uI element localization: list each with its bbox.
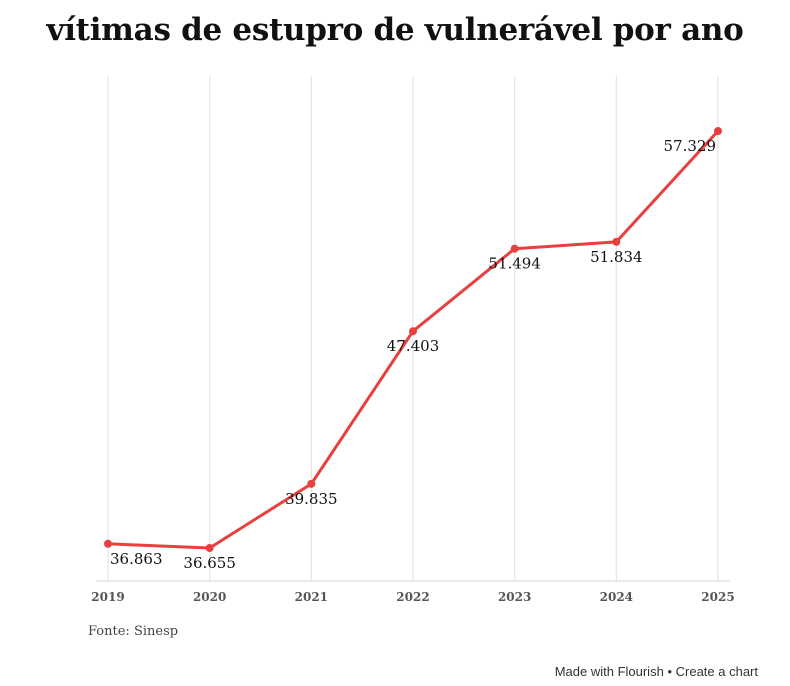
x-tick-label-2021: 2021 (295, 590, 328, 604)
credit-separator: • (667, 664, 672, 679)
x-tick-label-2023: 2023 (498, 590, 531, 604)
series-layer: 36.863 36.655 39.835 47.403 51.494 51.834 57.3… (104, 127, 722, 572)
x-tick-label-2022: 2022 (396, 590, 429, 604)
data-point-2021[interactable] (307, 479, 316, 488)
data-point-2020[interactable] (205, 544, 214, 552)
data-label-2024: 51.834 (590, 248, 643, 266)
data-label-2025: 57.329 (664, 137, 717, 155)
data-label-2021: 39.835 (285, 490, 338, 508)
x-tick-label-2025: 2025 (701, 590, 734, 604)
x-tick-label-2020: 2020 (193, 590, 226, 604)
data-point-2019[interactable] (104, 539, 112, 548)
made-with-flourish-link[interactable]: Made with Flourish (554, 664, 664, 679)
data-point-2025[interactable] (714, 127, 722, 135)
data-label-2023: 51.494 (488, 255, 541, 273)
credit-footer: Made with Flourish • Create a chart (555, 664, 758, 679)
source-note: Fonte: Sinesp (88, 624, 179, 639)
chart-title: vítimas de estupro de vulnerável por ano (46, 12, 744, 48)
data-label-2019: 36.863 (110, 550, 163, 568)
x-tick-label-2024: 2024 (600, 590, 633, 604)
data-point-2022[interactable] (409, 327, 417, 336)
data-point-2024[interactable] (612, 237, 621, 246)
x-axis: 2019 2020 2021 2022 2023 2024 2025 (91, 580, 735, 604)
data-label-2020: 36.655 (183, 554, 236, 572)
data-label-2022: 47.403 (387, 337, 440, 355)
grid-lines (107, 76, 719, 581)
x-tick-label-2019: 2019 (91, 590, 124, 604)
create-chart-link[interactable]: Create a chart (675, 664, 758, 679)
data-point-2023[interactable] (510, 244, 519, 253)
